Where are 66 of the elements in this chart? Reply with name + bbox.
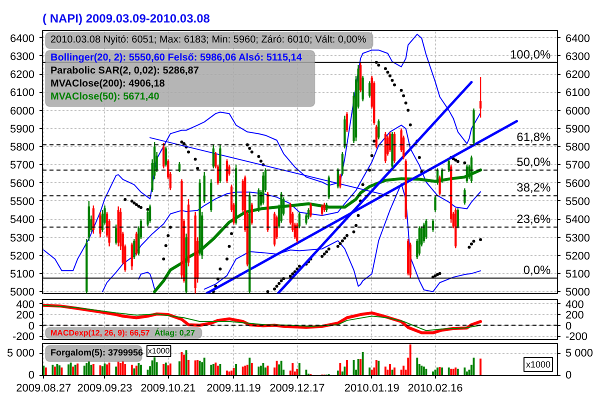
annotation: 61,8%: [516, 130, 552, 144]
y-tick-label: 6000: [10, 105, 35, 118]
y2-tick-label: 5800: [566, 142, 590, 154]
y-tick-label: 200: [16, 310, 35, 322]
y2-tick-label: 5300: [566, 232, 590, 244]
y2-tick-label: 5 000: [566, 347, 594, 360]
annotation: 2010.03.08 Nyitó: 6051; Max: 6183; Min: 5960; Záró: 6010; Vált: 0,00%: [50, 34, 366, 46]
y2-tick-label: 5200: [566, 250, 590, 262]
legend-label: MVAClose(200): 4906,18: [50, 78, 166, 90]
y2-tick-label: -200: [566, 331, 588, 344]
x-tick-label: 2009.12.17: [270, 382, 325, 394]
y-tick-label: 6100: [10, 87, 35, 100]
series-label: MACDexp(12, 26, 9): 66,57: [50, 328, 150, 338]
annotation: Forgalom(5): 3799956: [50, 348, 144, 358]
annotation: x1000: [526, 360, 551, 370]
annotation: 23,6%: [516, 212, 552, 226]
annotation: 100,0%: [510, 47, 552, 62]
text: Bollinger(20, 2): 5550,60 Felső: 5986,06 Alsó: 5115,14: [50, 52, 302, 64]
x-tick-label: 2009.10.21: [140, 382, 196, 394]
y-tick-label: 5700: [10, 160, 35, 172]
annotation: x1000: [148, 346, 170, 356]
y-tick-label: 5 000: [6, 347, 35, 360]
y2-tick-label: 0: [566, 320, 572, 332]
y2-tick-label: 0: [566, 370, 572, 382]
y-tick-label: 5900: [10, 123, 35, 136]
text: Parabolic SAR(2, 0,02): 5286,87: [50, 66, 200, 76]
y-tick-label: 5000: [10, 286, 35, 299]
x-tick-label: 2009.08.27: [16, 382, 72, 394]
y-tick-label: 6300: [10, 50, 35, 63]
chart-title: ( NAPI) 2009.03.09-2010.03.08: [42, 12, 210, 26]
y2-tick-label: 5000: [566, 286, 590, 299]
y2-tick-label: 6100: [566, 87, 590, 100]
y-tick-label: 5800: [10, 142, 35, 154]
y2-tick-label: 5600: [566, 178, 590, 190]
y-tick-label: 5100: [10, 268, 35, 281]
x-tick-label: 2009.09.23: [77, 382, 132, 394]
y2-tick-label: 5400: [566, 214, 590, 226]
annotation: 0,0%: [523, 263, 552, 278]
y-tick-label: 5500: [10, 196, 35, 208]
y-tick-label: -200: [12, 331, 35, 344]
y2-tick-label: 400: [566, 298, 584, 311]
y-tick-label: 0: [28, 370, 35, 382]
y-tick-label: 5600: [10, 178, 35, 190]
x-tick-label: 2009.11.19: [206, 382, 261, 394]
y2-tick-label: 6300: [566, 50, 590, 63]
y-tick-label: 0: [28, 320, 35, 332]
y2-tick-label: 6400: [566, 32, 590, 45]
y2-tick-label: 5700: [566, 160, 590, 172]
y2-tick-label: 6200: [566, 69, 590, 82]
y2-tick-label: 200: [566, 310, 584, 322]
y2-tick-label: 5100: [566, 268, 590, 281]
y-tick-label: 5300: [10, 232, 35, 244]
annotation: 50,0%: [516, 155, 552, 170]
text: MVAClose(50): 5671,40: [50, 92, 160, 102]
y-tick-label: 6400: [10, 32, 35, 45]
y2-tick-label: 5900: [566, 123, 590, 136]
y2-tick-label: 6000: [566, 105, 590, 118]
y-tick-label: 5200: [10, 250, 35, 262]
y2-tick-label: 5500: [566, 196, 590, 208]
x-tick-label: 2010.01.19: [344, 382, 400, 394]
series-label: Átlag: 0,27: [154, 328, 196, 338]
y-tick-label: 400: [16, 298, 35, 311]
y-tick-label: 6200: [10, 69, 35, 82]
x-tick-label: 2010.02.16: [408, 382, 463, 394]
annotation: 38,2%: [516, 180, 552, 195]
y-tick-label: 5400: [10, 214, 35, 226]
